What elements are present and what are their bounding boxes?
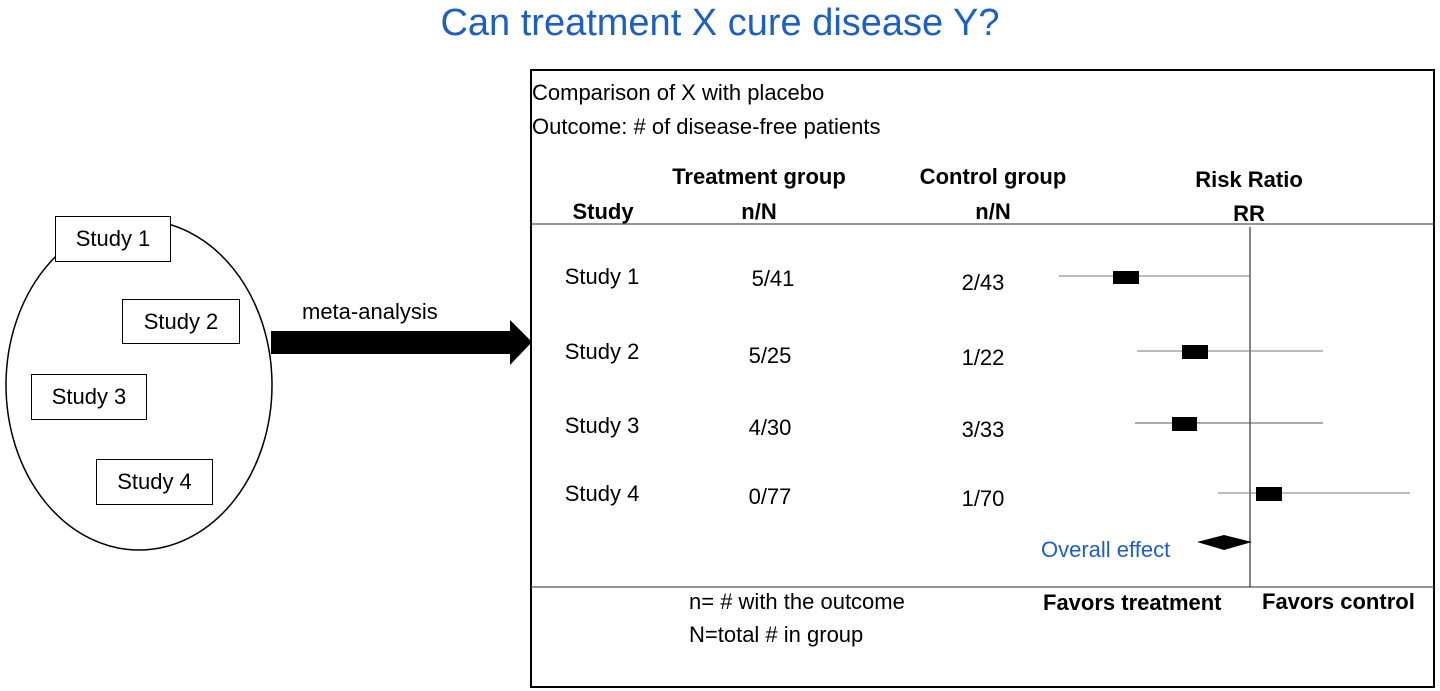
outcome-text: Outcome: # of disease-free patients <box>532 114 881 139</box>
study-box-4: Study 4 <box>96 459 213 505</box>
row-2-study: Study 2 <box>564 339 640 364</box>
header-rr: Risk Ratio <box>1195 167 1303 192</box>
header-control-sub: n/N <box>975 199 1011 224</box>
row-1-treatment: 5/41 <box>751 266 795 291</box>
overall-effect-label: Overall effect <box>1041 537 1171 562</box>
study-2-ci <box>1137 345 1323 359</box>
row-3-treatment: 4/30 <box>748 415 792 440</box>
page-title: Can treatment X cure disease Y? <box>440 2 1000 44</box>
study-1-ci <box>1059 271 1250 284</box>
arrow-label: meta-analysis <box>302 299 438 324</box>
row-3-study: Study 3 <box>564 413 640 438</box>
favors-treatment-label: Favors treatment <box>1043 590 1222 615</box>
header-treatment-sub: n/N <box>741 199 777 224</box>
row-2-treatment: 5/25 <box>748 343 792 368</box>
row-4-study: Study 4 <box>564 481 640 506</box>
study-box-2: Study 2 <box>122 299 240 344</box>
study-4-ci <box>1218 487 1410 501</box>
row-3-control: 3/33 <box>961 417 1005 442</box>
row-1-control: 2/43 <box>961 270 1005 295</box>
row-2-control: 1/22 <box>961 345 1005 370</box>
favors-control-label: Favors control <box>1262 589 1415 614</box>
study-3-ci <box>1135 417 1323 431</box>
header-study: Study <box>572 199 634 224</box>
row-4-control: 1/70 <box>961 486 1005 511</box>
header-rr-sub: RR <box>1233 201 1265 226</box>
comparison-text: Comparison of X with placebo <box>532 80 825 105</box>
row-4-treatment: 0/77 <box>748 484 792 509</box>
overall-effect-diamond <box>1197 535 1252 550</box>
study-box-3: Study 3 <box>31 374 147 420</box>
header-treatment: Treatment group <box>672 164 846 189</box>
meta-analysis-arrow <box>271 320 532 365</box>
forest-plot-panel <box>530 69 1435 688</box>
row-1-study: Study 1 <box>564 264 640 289</box>
note-n: n= # with the outcome <box>689 589 905 614</box>
note-N: N=total # in group <box>689 622 864 647</box>
header-control: Control group <box>919 164 1067 189</box>
study-box-1: Study 1 <box>55 216 171 262</box>
